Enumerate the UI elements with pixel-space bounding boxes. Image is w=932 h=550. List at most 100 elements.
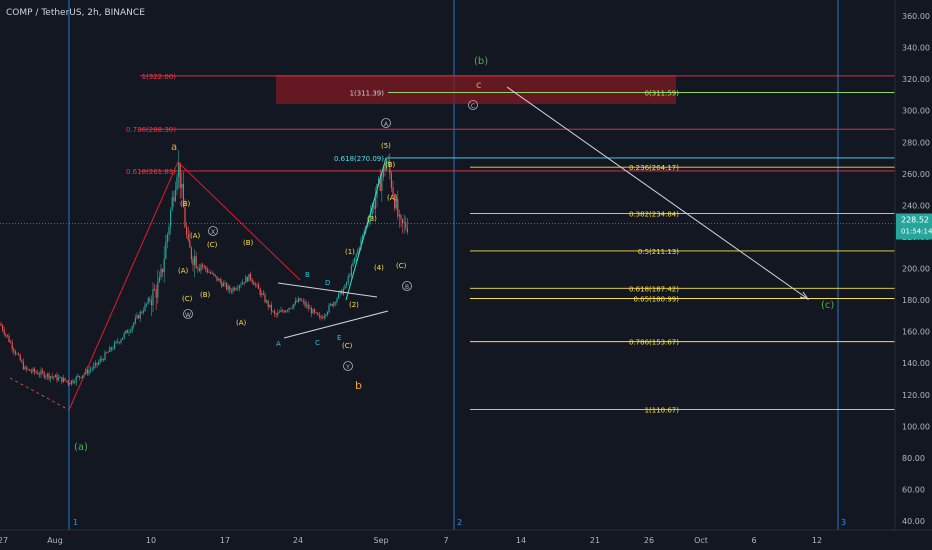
candle-body [162, 268, 164, 273]
candle-body [310, 308, 312, 314]
y-tick-label: 260.00 [902, 170, 930, 179]
candle-body [216, 276, 218, 281]
candle-body [128, 331, 130, 334]
candle-body [293, 303, 295, 308]
x-tick-label: 12 [812, 536, 822, 545]
candle-body [11, 342, 13, 349]
candle-body [165, 242, 167, 259]
candle-body [334, 302, 336, 304]
candle-body [246, 277, 248, 282]
candle-body [102, 359, 104, 361]
x-tick-label: 21 [590, 536, 600, 545]
candle-body [75, 376, 77, 383]
candle-body [130, 330, 132, 332]
wave-label: B [305, 271, 310, 279]
y-tick-label: 340.00 [902, 44, 930, 53]
circled-wave-label: X [208, 226, 218, 236]
candle-body [26, 367, 28, 370]
candle-body [53, 376, 55, 378]
candle-body [267, 300, 269, 307]
candle-body [317, 312, 319, 316]
y-tick-label: 320.00 [902, 75, 930, 84]
candle-body [224, 283, 226, 285]
candle-body [78, 375, 80, 378]
candle-body [275, 313, 277, 315]
candle-body [176, 177, 178, 190]
candle-body [112, 348, 114, 350]
candle-body [178, 162, 180, 178]
wave-label: (A) [190, 232, 201, 240]
candle-body [232, 287, 234, 292]
candle-body [186, 227, 188, 235]
circled-wave-label: A [381, 118, 391, 128]
fib-label: 1(311.39) [350, 90, 385, 98]
candle-body [136, 315, 138, 319]
svg-text:C: C [471, 103, 475, 110]
candle-body [378, 178, 380, 185]
candle-body [45, 376, 47, 378]
candle-body [195, 256, 197, 268]
candle-body [382, 166, 384, 178]
y-tick-label: 280.00 [902, 138, 930, 147]
svg-text:W: W [185, 312, 191, 319]
wave-label: (B) [180, 200, 191, 208]
candle-body [235, 288, 237, 290]
candle-body [150, 300, 152, 306]
y-tick-label: 300.00 [902, 107, 930, 116]
wave-label: (b) [474, 56, 488, 67]
candle-body [266, 300, 268, 303]
candle-body [322, 317, 324, 319]
candle-body [330, 303, 332, 306]
marker-label: 2 [457, 518, 462, 527]
candle-body [296, 300, 298, 302]
candle-body [160, 268, 162, 278]
y-tick-label: 100.00 [902, 422, 930, 431]
candle-body [405, 222, 407, 229]
y-tick-label: 140.00 [902, 359, 930, 368]
candle-body [70, 380, 72, 385]
candle-body [397, 198, 399, 217]
x-tick-label: 17 [220, 536, 230, 545]
candle-body [125, 330, 127, 334]
candle-body [170, 210, 172, 227]
candle-body [286, 310, 288, 311]
candle-body [51, 376, 53, 378]
candle-body [325, 314, 327, 317]
candle-body [392, 187, 394, 196]
candle-body [205, 266, 207, 270]
candle-body [402, 219, 404, 224]
candle-body [184, 207, 186, 228]
candle-body [390, 173, 392, 188]
candle-body [280, 310, 282, 312]
candle-body [182, 183, 184, 208]
candle-body [342, 288, 344, 295]
svg-text:Y: Y [345, 364, 350, 371]
candle-body [362, 234, 364, 240]
candle-body [230, 290, 232, 292]
candle-body [133, 322, 135, 327]
candle-body [2, 325, 4, 331]
wave-label: c [476, 80, 482, 91]
x-tick-label: 7 [443, 536, 448, 545]
candle-body [259, 288, 261, 295]
candle-body [154, 289, 156, 291]
candle-body [254, 284, 256, 286]
candle-body [46, 373, 48, 377]
candle-body [158, 277, 160, 282]
candle-body [262, 293, 264, 295]
candle-body [82, 375, 84, 378]
wave-label: (A) [236, 319, 247, 327]
candle-body [91, 368, 93, 370]
candle-body [349, 275, 351, 277]
candle-body [67, 381, 69, 384]
candle-body [93, 365, 95, 369]
candle-body [155, 289, 157, 298]
candle-body [171, 197, 173, 211]
candle-body [109, 347, 111, 352]
candle-body [139, 312, 141, 319]
svg-text:A: A [384, 121, 389, 128]
candle-body [315, 312, 317, 313]
candle-body [181, 183, 183, 188]
candle-body [192, 258, 194, 265]
